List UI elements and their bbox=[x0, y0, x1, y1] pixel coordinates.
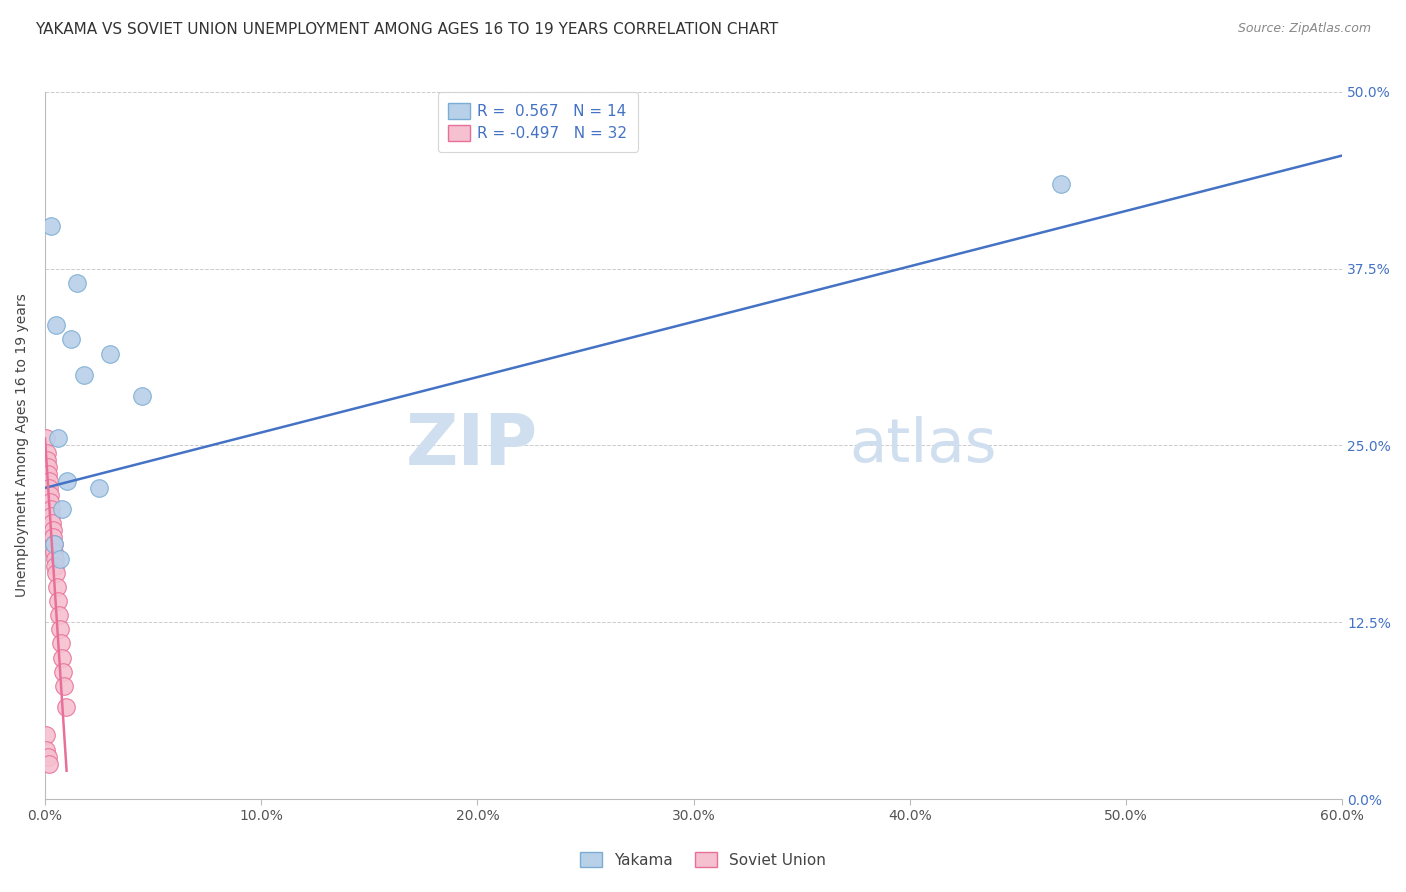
Point bbox=[46, 431, 69, 445]
Point bbox=[51, 502, 73, 516]
Text: Source: ZipAtlas.com: Source: ZipAtlas.com bbox=[1237, 22, 1371, 36]
Point bbox=[45, 318, 67, 333]
Point bbox=[48, 608, 70, 623]
Point bbox=[39, 495, 62, 509]
Point bbox=[35, 431, 58, 445]
Point bbox=[38, 756, 60, 771]
Text: YAKAMA VS SOVIET UNION UNEMPLOYMENT AMONG AGES 16 TO 19 YEARS CORRELATION CHART: YAKAMA VS SOVIET UNION UNEMPLOYMENT AMON… bbox=[35, 22, 779, 37]
Point bbox=[51, 636, 73, 650]
Point bbox=[42, 530, 65, 544]
Point bbox=[98, 346, 121, 360]
Point bbox=[131, 389, 153, 403]
Legend: Yakama, Soviet Union: Yakama, Soviet Union bbox=[572, 845, 834, 875]
Point bbox=[44, 551, 66, 566]
Point bbox=[38, 488, 60, 502]
Point bbox=[35, 742, 58, 756]
Point bbox=[87, 481, 110, 495]
Point bbox=[37, 467, 59, 481]
Text: ZIP: ZIP bbox=[406, 411, 538, 480]
Point bbox=[1050, 177, 1073, 191]
Point bbox=[35, 728, 58, 742]
Point bbox=[41, 524, 63, 538]
Point bbox=[46, 594, 69, 608]
Point bbox=[42, 537, 65, 551]
Point bbox=[73, 368, 96, 382]
Point bbox=[49, 623, 72, 637]
Point bbox=[49, 551, 72, 566]
Point bbox=[45, 566, 67, 580]
Point bbox=[38, 474, 60, 488]
Point bbox=[44, 558, 66, 573]
Legend: R =  0.567   N = 14, R = -0.497   N = 32: R = 0.567 N = 14, R = -0.497 N = 32 bbox=[437, 93, 638, 152]
Text: atlas: atlas bbox=[849, 416, 997, 475]
Point bbox=[37, 459, 59, 474]
Point bbox=[55, 700, 77, 714]
Point bbox=[59, 332, 82, 346]
Point bbox=[41, 219, 63, 234]
Point bbox=[55, 474, 77, 488]
Point bbox=[66, 276, 89, 290]
Point bbox=[41, 509, 63, 524]
Point bbox=[38, 481, 60, 495]
Point bbox=[37, 452, 59, 467]
Point bbox=[52, 665, 75, 679]
Point bbox=[51, 650, 73, 665]
Point bbox=[53, 679, 76, 693]
Point bbox=[42, 537, 65, 551]
Point bbox=[45, 580, 67, 594]
Point bbox=[39, 502, 62, 516]
Point bbox=[35, 445, 58, 459]
Point bbox=[37, 749, 59, 764]
Point bbox=[41, 516, 63, 531]
Point bbox=[44, 544, 66, 558]
Y-axis label: Unemployment Among Ages 16 to 19 years: Unemployment Among Ages 16 to 19 years bbox=[15, 293, 30, 598]
